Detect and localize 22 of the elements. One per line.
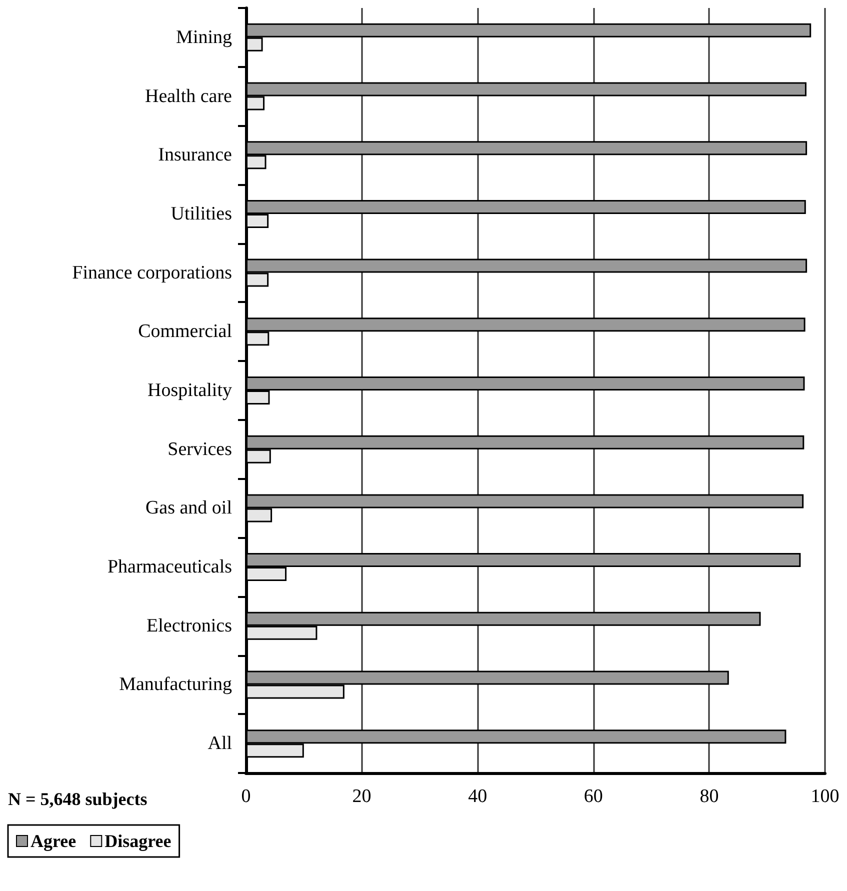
- y-tick-label: Insurance: [158, 144, 232, 166]
- legend-label: Disagree: [104, 831, 172, 851]
- x-tick-label: 80: [700, 786, 719, 807]
- y-tick-label: Pharmaceuticals: [107, 556, 232, 578]
- y-tick-label: All: [208, 733, 232, 754]
- legend-label: Agree: [30, 831, 76, 851]
- y-tick-label: Gas and oil: [145, 498, 232, 519]
- y-tick-label: Finance corporations: [72, 262, 232, 284]
- y-tick-label: Manufacturing: [119, 674, 232, 696]
- x-tick-label: 20: [352, 786, 372, 807]
- x-tick-label: 0: [241, 786, 251, 807]
- y-tick-label: Health care: [144, 86, 232, 107]
- y-tick-label: Electronics: [146, 615, 232, 636]
- x-tick-label: 60: [584, 786, 603, 807]
- y-tick-label: Mining: [176, 26, 232, 48]
- text: N = 5,648 subjects: [8, 789, 148, 809]
- y-tick-label: Services: [168, 438, 232, 460]
- x-tick-label: 40: [468, 786, 488, 807]
- y-tick-label: Hospitality: [148, 380, 232, 401]
- x-tick-label: 100: [810, 786, 840, 807]
- y-tick-label: Utilities: [170, 203, 232, 224]
- y-tick-label: Commercial: [138, 321, 232, 342]
